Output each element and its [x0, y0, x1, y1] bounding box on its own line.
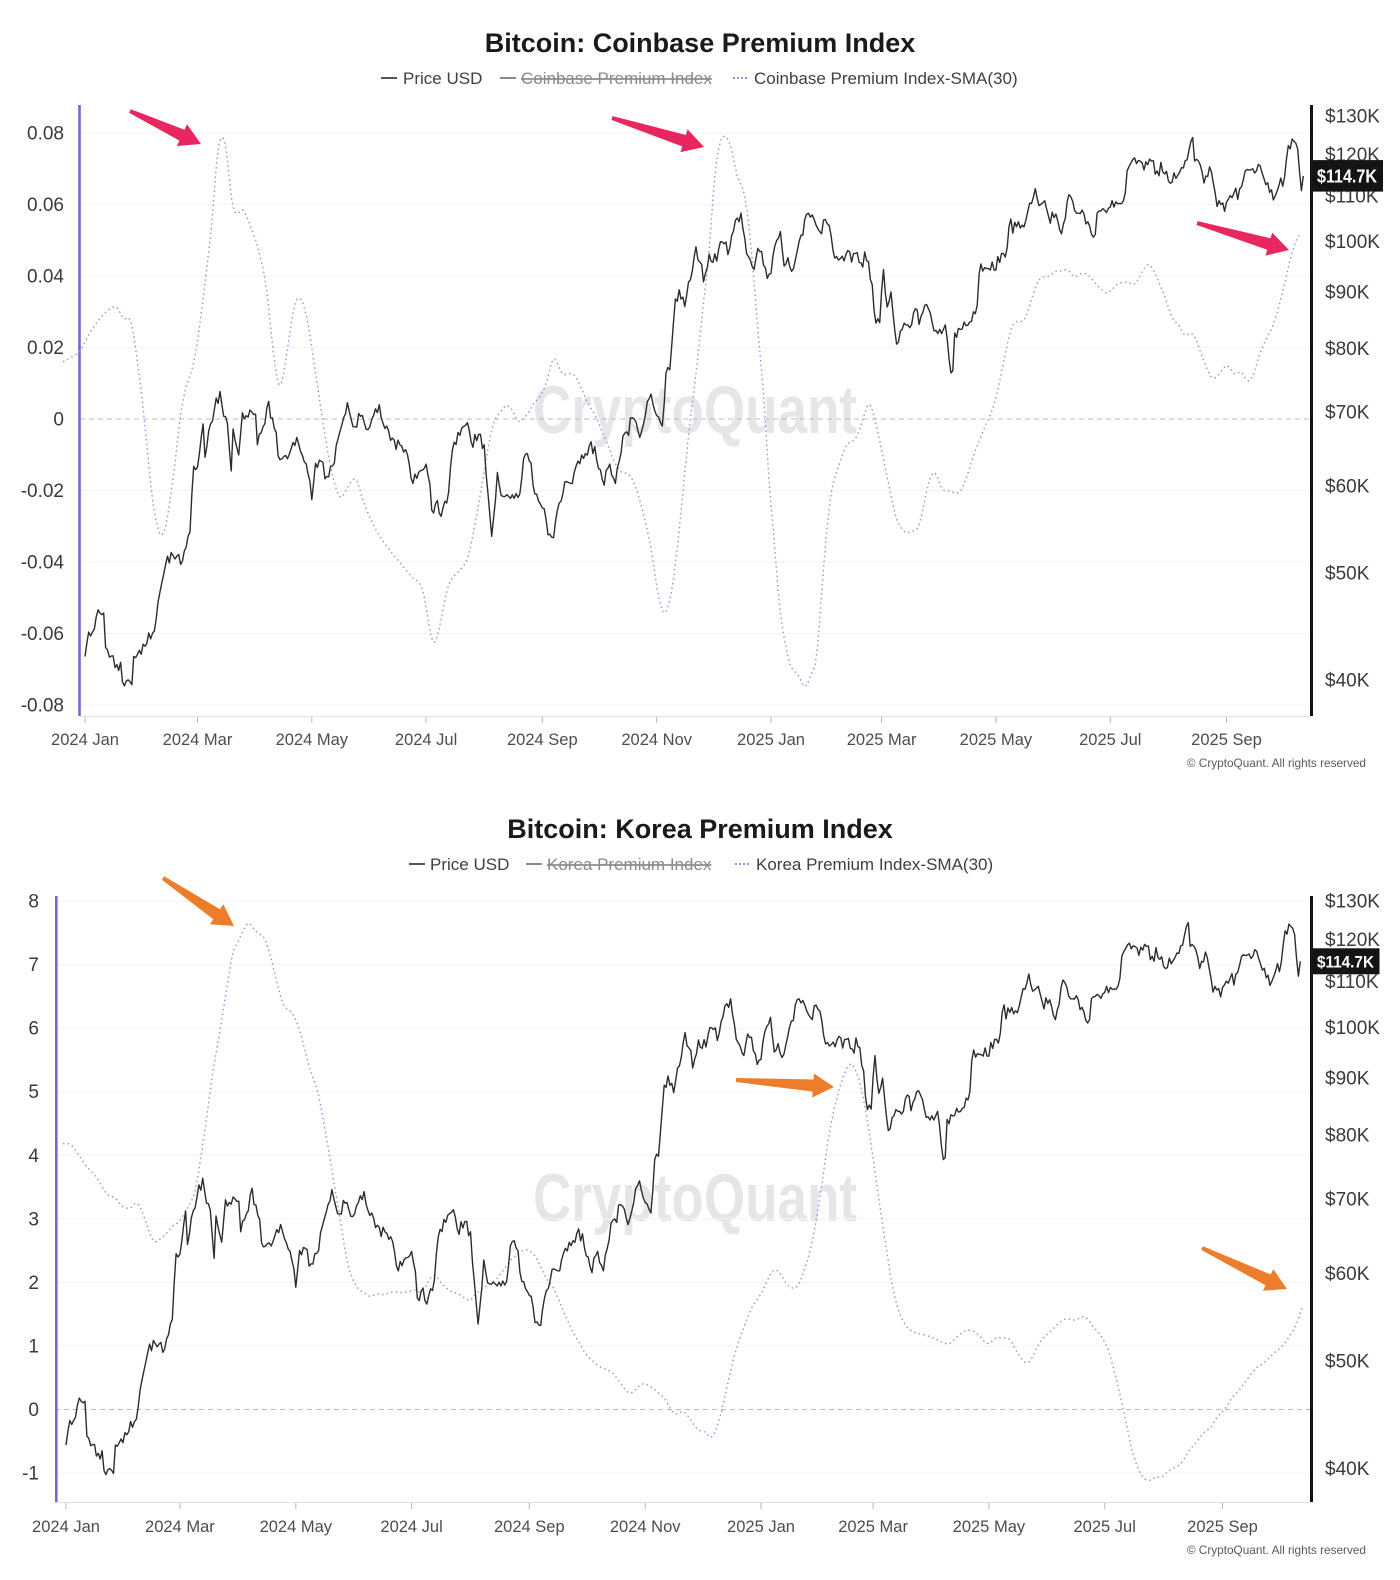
svg-text:$110K: $110K — [1325, 186, 1379, 207]
svg-text:2: 2 — [28, 1273, 39, 1294]
svg-text:Bitcoin: Coinbase Premium Inde: Bitcoin: Coinbase Premium Index — [485, 28, 916, 58]
svg-text:$70K: $70K — [1325, 403, 1370, 424]
svg-text:2024 May: 2024 May — [276, 731, 349, 749]
svg-text:6: 6 — [28, 1019, 39, 1040]
svg-text:Price USD: Price USD — [430, 855, 509, 874]
svg-text:$40K: $40K — [1325, 1459, 1370, 1480]
svg-text:$40K: $40K — [1325, 670, 1370, 691]
svg-text:$100K: $100K — [1325, 1018, 1380, 1039]
svg-text:Korea Premium Index-SMA(30): Korea Premium Index-SMA(30) — [756, 855, 993, 874]
svg-text:$70K: $70K — [1325, 1190, 1370, 1211]
svg-text:2025 Sep: 2025 Sep — [1191, 731, 1262, 749]
svg-text:3: 3 — [28, 1209, 39, 1230]
svg-text:2025 Jul: 2025 Jul — [1079, 731, 1141, 749]
svg-text:Bitcoin: Korea Premium Index: Bitcoin: Korea Premium Index — [507, 814, 893, 844]
svg-text:4: 4 — [28, 1146, 39, 1167]
svg-text:$120K: $120K — [1325, 930, 1380, 951]
svg-text:0.04: 0.04 — [27, 267, 64, 288]
svg-text:2025 Mar: 2025 Mar — [838, 1518, 908, 1536]
svg-text:0: 0 — [28, 1400, 39, 1421]
svg-text:$60K: $60K — [1325, 1264, 1370, 1285]
svg-text:Coinbase Premium Index-SMA(30): Coinbase Premium Index-SMA(30) — [754, 69, 1018, 88]
svg-text:2024 Nov: 2024 Nov — [621, 731, 692, 749]
svg-text:-0.08: -0.08 — [21, 696, 64, 717]
svg-text:2025 Mar: 2025 Mar — [847, 731, 917, 749]
svg-text:$50K: $50K — [1325, 1352, 1370, 1373]
svg-text:$80K: $80K — [1325, 1125, 1370, 1146]
svg-text:2025 Sep: 2025 Sep — [1187, 1518, 1258, 1536]
svg-text:2025 May: 2025 May — [960, 731, 1033, 749]
svg-text:0: 0 — [53, 410, 64, 431]
svg-text:$114.7K: $114.7K — [1317, 166, 1378, 187]
svg-text:© CryptoQuant. All rights rese: © CryptoQuant. All rights reserved — [1187, 756, 1366, 770]
svg-text:Price USD: Price USD — [403, 69, 482, 88]
svg-text:2024 Mar: 2024 Mar — [145, 1518, 215, 1536]
svg-text:5: 5 — [28, 1082, 39, 1103]
svg-text:$90K: $90K — [1325, 282, 1370, 303]
svg-text:2024 Jul: 2024 Jul — [395, 731, 457, 749]
svg-text:2024 Sep: 2024 Sep — [494, 1518, 565, 1536]
svg-text:2024 Jul: 2024 Jul — [380, 1518, 442, 1536]
svg-text:7: 7 — [28, 955, 39, 976]
svg-text:2024 Sep: 2024 Sep — [507, 731, 578, 749]
svg-text:Coinbase Premium Index: Coinbase Premium Index — [521, 69, 712, 88]
svg-text:-1: -1 — [22, 1464, 39, 1485]
svg-text:$130K: $130K — [1325, 892, 1380, 913]
svg-text:$90K: $90K — [1325, 1069, 1370, 1090]
svg-text:$50K: $50K — [1325, 564, 1370, 585]
svg-text:$114.7K: $114.7K — [1317, 952, 1375, 971]
svg-text:-0.02: -0.02 — [21, 481, 64, 502]
svg-text:-0.04: -0.04 — [21, 553, 65, 574]
svg-text:2024 Nov: 2024 Nov — [610, 1518, 681, 1536]
svg-text:2025 Jan: 2025 Jan — [737, 731, 805, 749]
svg-text:0.06: 0.06 — [27, 195, 64, 216]
svg-text:1: 1 — [28, 1337, 39, 1358]
svg-text:-0.06: -0.06 — [21, 624, 64, 645]
svg-text:$100K: $100K — [1325, 232, 1380, 253]
svg-text:2024 Mar: 2024 Mar — [163, 731, 233, 749]
svg-text:Korea Premium Index: Korea Premium Index — [547, 855, 712, 874]
svg-text:0.08: 0.08 — [27, 124, 64, 145]
svg-text:0.02: 0.02 — [27, 338, 64, 359]
svg-text:© CryptoQuant. All rights rese: © CryptoQuant. All rights reserved — [1187, 1543, 1366, 1557]
svg-text:CryptoQuant: CryptoQuant — [533, 1160, 857, 1236]
svg-text:$60K: $60K — [1325, 476, 1370, 497]
svg-text:CryptoQuant: CryptoQuant — [533, 372, 857, 448]
svg-text:2025 Jul: 2025 Jul — [1074, 1518, 1136, 1536]
svg-text:2024 Jan: 2024 Jan — [32, 1518, 100, 1536]
svg-text:8: 8 — [28, 892, 39, 913]
svg-text:$80K: $80K — [1325, 339, 1370, 360]
svg-text:2025 Jan: 2025 Jan — [727, 1518, 795, 1536]
svg-text:2025 May: 2025 May — [953, 1518, 1026, 1536]
svg-text:$110K: $110K — [1325, 972, 1379, 993]
svg-text:$130K: $130K — [1325, 107, 1380, 128]
svg-text:2024 Jan: 2024 Jan — [51, 731, 119, 749]
svg-text:2024 May: 2024 May — [260, 1518, 333, 1536]
